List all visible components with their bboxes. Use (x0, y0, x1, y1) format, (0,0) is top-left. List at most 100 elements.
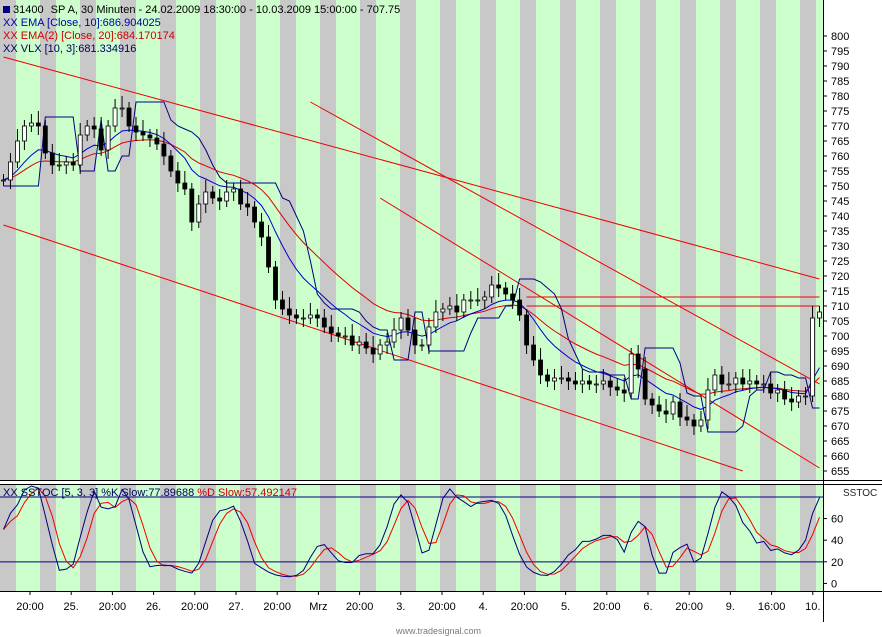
legend-prefix: XX (3, 487, 18, 499)
time-axis-band (0, 592, 823, 622)
session-gap-band (520, 0, 536, 480)
legend-prefix: XX (3, 30, 18, 42)
price-bar-body (719, 374, 725, 385)
session-gap-band (120, 484, 136, 591)
price-bar-body (35, 122, 41, 127)
price-bar-body (433, 311, 439, 328)
price-bar-body (412, 329, 418, 346)
session-gap-band (240, 484, 256, 591)
price-tick-label: 780 (831, 91, 849, 103)
price-bar-body (161, 143, 167, 157)
legend-ema10-label: EMA [Close, 10]:686.904025 (20, 17, 161, 29)
price-tick-label: 755 (831, 166, 849, 178)
symbol-code: 31400 (13, 4, 44, 16)
legend-ema10: XX EMA [Close, 10]:686.904025 (3, 17, 161, 30)
price-bar-body (782, 389, 788, 400)
price-bars (1, 96, 822, 435)
price-tick-label: 740 (831, 211, 849, 223)
price-bar-body (224, 191, 230, 202)
sstoc-d-line (3, 487, 820, 577)
session-gap-band (240, 0, 256, 480)
price-bar-body (566, 377, 571, 382)
price-tick-label: 725 (831, 256, 849, 268)
price-bar-body (642, 368, 648, 400)
price-bar-body (559, 377, 564, 380)
trend-channel-lines (3, 56, 820, 472)
price-bar-body (447, 305, 453, 310)
price-bar-body (677, 401, 683, 418)
price-bar-body (294, 314, 299, 319)
price-bar-body (810, 317, 815, 397)
session-gap-band (560, 0, 576, 480)
legend-sstoc-d-label: %D Slow:57.492147 (197, 487, 297, 499)
price-bar-body (307, 314, 313, 319)
session-gap-band (720, 0, 736, 480)
price-bar-body (440, 308, 446, 313)
legend-ema20-label: EMA(2) [Close, 20]:684.170174 (20, 30, 175, 42)
price-tick-label: 670 (831, 421, 849, 433)
time-axis: 20:00 25. 20:00 26. 20:00 27. 20:00 Mrz 20:00 3. 2… (16, 591, 820, 613)
price-bar-body (489, 284, 495, 298)
price-bar-body (621, 389, 627, 394)
price-bar-body (405, 317, 411, 331)
ema10-line (3, 129, 820, 410)
session-gap-band (80, 484, 96, 591)
sstoc-tick-label: 20 (831, 557, 843, 569)
price-bar-body (817, 311, 822, 319)
session-gap-band (480, 0, 496, 480)
sstoc-tick-label: 40 (831, 535, 843, 547)
price-bar-body (579, 380, 585, 385)
price-bar-body (328, 326, 334, 334)
session-gap-band (0, 0, 16, 480)
session-gap-band (200, 0, 216, 480)
price-bar-body (482, 296, 488, 301)
price-bar-body (468, 299, 474, 302)
price-bar-body (747, 380, 753, 385)
price-bar-body (335, 332, 341, 337)
session-gap-band (320, 0, 336, 480)
price-bar-body (266, 236, 271, 268)
time-tick-label: 9. (726, 601, 735, 613)
price-tick-label: 675 (831, 406, 849, 418)
indicator-lines (3, 101, 820, 433)
time-tick-label: 20:00 (346, 601, 374, 613)
price-bar-body (517, 299, 523, 316)
price-bar-body (600, 380, 606, 385)
price-bar-body (663, 410, 669, 415)
session-gap-band (200, 484, 216, 591)
price-bar-body (126, 107, 132, 127)
price-tick-label: 715 (831, 286, 849, 298)
session-gap-band (40, 484, 56, 591)
price-bar-body (1, 179, 6, 182)
price-bar-body (740, 377, 746, 385)
price-bar-body (768, 383, 774, 394)
price-bar-body (168, 155, 174, 172)
time-tick-label: 20:00 (16, 601, 44, 613)
time-tick-label: 16:00 (758, 601, 786, 613)
price-bar-body (287, 308, 292, 316)
session-gap-band (760, 0, 776, 480)
price-bar-body (217, 197, 223, 202)
time-tick-label: 27. (228, 601, 243, 613)
price-tick-label: 705 (831, 316, 849, 328)
price-bar-body (649, 398, 655, 406)
session-gap-band (560, 484, 576, 591)
session-gap-band (120, 0, 136, 480)
price-bar-body (70, 161, 76, 166)
session-gap-band (440, 484, 456, 591)
price-bar-body (314, 314, 320, 319)
time-tick-label: 6. (643, 601, 652, 613)
trendline (310, 101, 820, 385)
price-bar-body (182, 182, 188, 190)
price-bar-body (42, 125, 48, 154)
price-bar-body (140, 131, 146, 136)
session-gap-band (360, 484, 376, 591)
session-gap-band (160, 0, 176, 480)
price-axis: 655 660 665 670 675 680 685 690 695 700 705 710 715 7… (823, 31, 849, 478)
price-bar-body (496, 284, 502, 289)
session-gap-band (600, 0, 616, 480)
time-tick-label: 20:00 (181, 601, 209, 613)
price-bar-body (398, 317, 404, 331)
price-bar-body (105, 125, 111, 151)
